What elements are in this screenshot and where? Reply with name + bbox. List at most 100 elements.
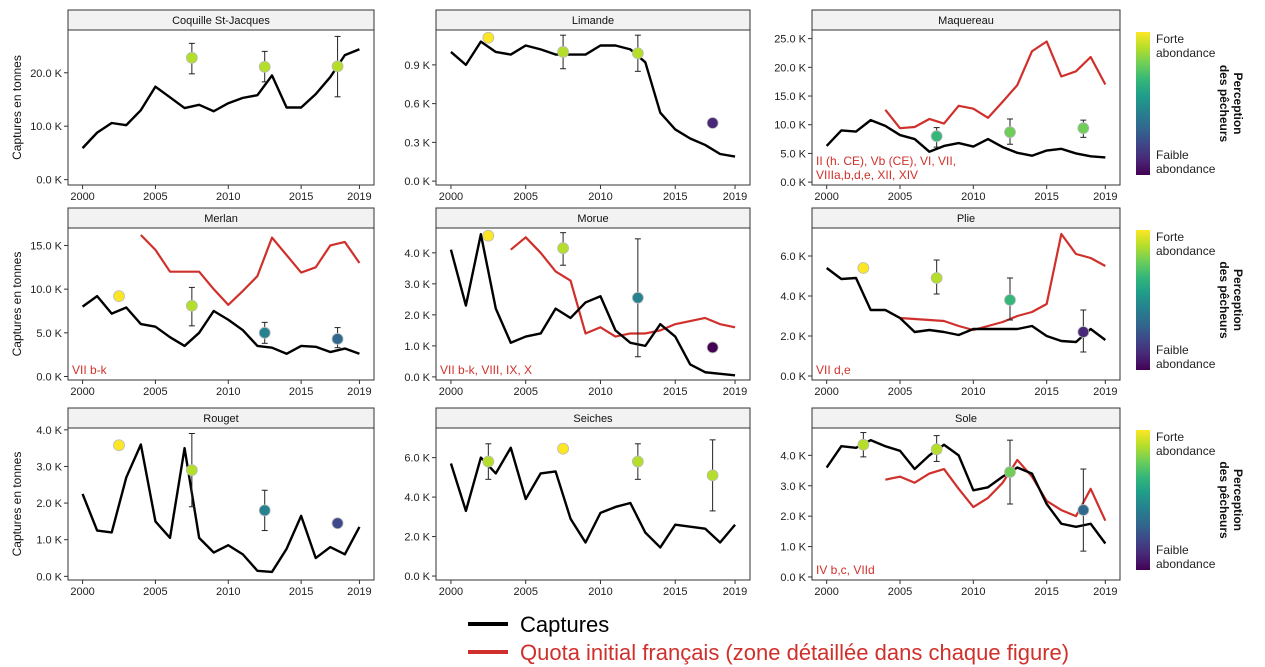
y-tick-label: 3.0 K (404, 279, 430, 291)
perception-point (706, 341, 719, 354)
x-tick-label: 2005 (888, 191, 912, 203)
captures-series-line (825, 438, 1107, 545)
y-axis-labels: Captures en tonnes Captures en tonnes Capt… (10, 55, 24, 556)
perception-point (930, 443, 943, 456)
colorbar-gradient (1136, 32, 1150, 175)
perception-point (1077, 504, 1090, 516)
colorbar-low-label: abondance (1156, 357, 1216, 371)
perception-point (331, 60, 344, 73)
panel-frame (811, 29, 1121, 186)
colorbar-title: des pêcheurs (1217, 261, 1231, 339)
y-tick-label: 0.0 K (404, 176, 430, 188)
x-tick-label: 2010 (588, 586, 612, 598)
captures-series-line (449, 233, 736, 377)
y-tick-label: 0.9 K (404, 60, 430, 72)
x-tick-label: 2000 (814, 586, 838, 598)
y-tick-label: 6.0 K (404, 453, 430, 465)
legend-quota-label: Quota initial français (zone détaillée d… (520, 640, 1069, 665)
panel-limande: Limande 2000 2005 2010 2015 2019 0.0 K 0.3 K 0.6… (404, 9, 751, 203)
panel-frame (811, 227, 1121, 381)
y-tick-label: 10.0 K (30, 121, 62, 133)
y-tick-label: 25.0 K (774, 34, 806, 46)
y-tick-label: 2.0 K (780, 331, 806, 343)
perception-point (185, 299, 198, 312)
panel-frame (67, 427, 375, 581)
zone-label: IV b,c, VIId (816, 563, 875, 577)
panels-grid: Coquille St-Jacques 2000 2005 2010 2015 2019 0… (30, 9, 1121, 598)
x-tick-label: 2019 (347, 191, 371, 203)
x-tick-label: 2010 (961, 191, 985, 203)
y-tick-label: 20.0 K (774, 62, 806, 74)
colorbar-low-label: abondance (1156, 162, 1216, 176)
x-tick-label: 2010 (961, 386, 985, 398)
panel-title: Rouget (203, 413, 238, 425)
colorbar-low-label: abondance (1156, 557, 1216, 571)
bottom-legend: Captures Quota initial français (zone dé… (468, 612, 1069, 665)
x-tick-label: 2010 (216, 191, 240, 203)
x-tick-label: 2015 (663, 191, 687, 203)
x-tick-label: 2000 (70, 386, 94, 398)
colorbar-high-label: Forte (1156, 430, 1184, 444)
legend-captures-label: Captures (520, 612, 609, 637)
panel-maquereau: Maquereau 2000 2005 2010 2015 2019 0.0 K 5.0 K 1… (774, 9, 1121, 203)
panel-title: Limande (572, 15, 614, 27)
y-tick-label: 1.0 K (36, 535, 62, 547)
captures-series-line (81, 294, 360, 355)
captures-series-line (81, 48, 360, 149)
x-tick-label: 2000 (439, 386, 463, 398)
x-tick-label: 2019 (1093, 586, 1117, 598)
y-axis-label: Captures en tonnes (10, 55, 24, 160)
perception-point (113, 439, 125, 452)
y-tick-label: 3.0 K (36, 461, 62, 473)
x-tick-label: 2015 (289, 386, 313, 398)
x-tick-label: 2005 (513, 386, 537, 398)
y-tick-label: 4.0 K (404, 248, 430, 260)
quota-series-line (884, 232, 1106, 332)
perception-point (631, 455, 644, 468)
captures-series-line (450, 40, 736, 158)
panel-title: Seiches (573, 413, 613, 425)
y-tick-label: 4.0 K (404, 492, 430, 504)
x-tick-label: 2010 (216, 586, 240, 598)
x-tick-label: 2015 (1034, 586, 1058, 598)
perception-point (1004, 466, 1016, 478)
colorbar-low-label: Faible (1156, 148, 1189, 162)
x-tick-label: 2005 (143, 386, 167, 398)
colorbar-high-label: Forte (1156, 32, 1184, 46)
y-tick-label: 6.0 K (780, 251, 806, 263)
perception-point (482, 31, 495, 44)
colorbar-high-label: abondance (1156, 444, 1216, 458)
y-tick-label: 1.0 K (404, 341, 430, 353)
zone-label: VII b-k (72, 363, 108, 377)
y-tick-label: 0.0 K (36, 175, 62, 187)
y-tick-label: 0.0 K (36, 571, 62, 583)
x-tick-label: 2005 (888, 386, 912, 398)
y-tick-label: 3.0 K (780, 481, 806, 493)
perception-point (557, 46, 569, 58)
y-tick-label: 10.0 K (774, 120, 806, 132)
panel-seiches: Seiches 2000 2005 2010 2015 2019 0.0 K 2.0 K 4.0… (404, 407, 751, 598)
panel-frame (811, 427, 1121, 581)
x-tick-label: 2019 (723, 586, 747, 598)
y-tick-label: 0.0 K (404, 571, 430, 583)
captures-series-line (449, 446, 736, 549)
perception-point (1004, 294, 1016, 306)
perception-point (482, 229, 495, 242)
y-tick-label: 0.0 K (404, 372, 430, 384)
y-axis-label: Captures en tonnes (10, 252, 24, 357)
y-tick-label: 2.0 K (36, 498, 62, 510)
x-tick-label: 2015 (1034, 386, 1058, 398)
colorbar-gradient (1136, 430, 1150, 570)
x-tick-label: 2010 (588, 386, 612, 398)
x-tick-label: 2005 (143, 191, 167, 203)
perception-point (258, 60, 271, 73)
panel-morue: Morue 2000 2005 2010 2015 2019 0.0 K 1.0 K 2.0 K… (404, 207, 751, 398)
panel-plie: Plie 2000 2005 2010 2015 2019 0.0 K 2.0 K 4.0 K 6… (780, 207, 1121, 398)
x-tick-label: 2005 (888, 586, 912, 598)
panel-title: Sole (955, 413, 977, 425)
colorbar-high-label: abondance (1156, 46, 1216, 60)
quota-series-line (884, 40, 1107, 130)
colorbar-title: Perception (1231, 269, 1245, 331)
y-tick-label: 5.0 K (36, 328, 62, 340)
panel-coquille-st-jacques: Coquille St-Jacques 2000 2005 2010 2015 2019 0… (30, 9, 375, 203)
